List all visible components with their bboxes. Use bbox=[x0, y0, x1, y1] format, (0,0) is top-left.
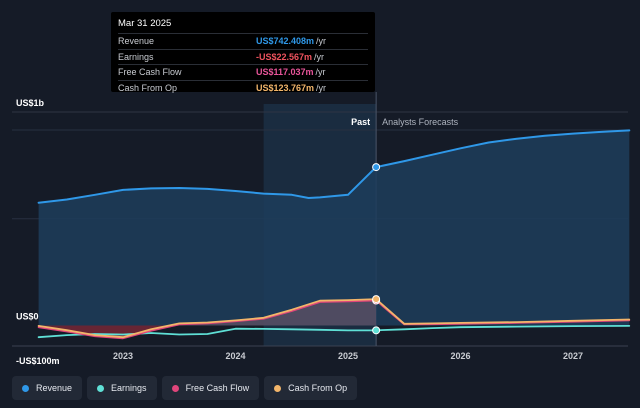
tooltip-row-cash-from-op: Cash From Op US$123.767m /yr bbox=[118, 79, 368, 96]
positive-cash-area bbox=[179, 299, 377, 326]
tooltip-label: Cash From Op bbox=[118, 82, 178, 93]
tooltip-value: US$117.037m bbox=[256, 67, 314, 77]
tooltip-row-revenue: Revenue US$742.408m /yr bbox=[118, 33, 368, 49]
past-label: Past bbox=[351, 117, 370, 127]
legend-label: Cash From Op bbox=[288, 383, 348, 393]
x-tick-label: 2026 bbox=[450, 351, 470, 361]
tooltip-unit: /yr bbox=[314, 51, 325, 62]
tooltip-label: Earnings bbox=[118, 51, 154, 62]
tooltip: Mar 31 2025 Revenue US$742.408m /yr Earn… bbox=[111, 12, 375, 93]
tooltip-date: Mar 31 2025 bbox=[118, 18, 172, 29]
legend-label: Revenue bbox=[36, 383, 73, 393]
tooltip-label: Revenue bbox=[118, 36, 155, 46]
tooltip-value: US$742.408m bbox=[256, 36, 315, 46]
cash-from-op-marker bbox=[372, 295, 381, 304]
tooltip-unit: /yr bbox=[316, 36, 327, 46]
legend-dot-icon bbox=[171, 384, 179, 392]
tooltip-value: -US$22.567m bbox=[256, 51, 313, 62]
forecast-label: Analysts Forecasts bbox=[382, 117, 459, 127]
legend-dot-icon bbox=[274, 384, 282, 392]
earnings-marker bbox=[372, 326, 381, 335]
cash-from-op-line bbox=[37, 298, 631, 339]
revenue-area bbox=[38, 130, 630, 326]
legend-item-earnings[interactable]: Earnings bbox=[87, 376, 157, 400]
revenue-marker bbox=[372, 163, 381, 172]
y-tick-label: US$1b bbox=[16, 98, 45, 108]
x-tick-label: 2027 bbox=[563, 351, 583, 361]
tooltip-unit: /yr bbox=[316, 82, 327, 93]
x-tick-label: 2023 bbox=[113, 351, 133, 361]
x-tick-label: 2024 bbox=[225, 351, 245, 361]
tooltip-unit: /yr bbox=[315, 67, 326, 77]
tooltip-value: US$123.767m bbox=[256, 82, 315, 93]
earnings-line bbox=[37, 325, 631, 339]
legend-dot-icon bbox=[22, 384, 29, 392]
chart-canvas: US$1b US$0 -US$100m Past Analysts Forecasts 2… bbox=[12, 92, 631, 366]
revenue-line bbox=[37, 129, 631, 204]
legend-item-free-cash-flow[interactable]: Free Cash Flow bbox=[161, 376, 260, 400]
y-tick-label: US$0 bbox=[16, 312, 39, 322]
legend-label: Earnings bbox=[111, 383, 147, 393]
x-tick-label: 2025 bbox=[338, 351, 358, 361]
tooltip-label: Free Cash Flow bbox=[118, 67, 182, 77]
legend-item-revenue[interactable]: Revenue bbox=[12, 376, 83, 400]
tooltip-row-free-cash-flow: Free Cash Flow US$117.037m /yr bbox=[118, 64, 368, 80]
legend-item-cash-from-op[interactable]: Cash From Op bbox=[264, 376, 358, 400]
legend-dot-icon bbox=[97, 384, 105, 392]
legend-label: Free Cash Flow bbox=[185, 383, 250, 393]
legend: Revenue Earnings Free Cash Flow Cash Fro… bbox=[12, 376, 358, 400]
tooltip-row-earnings: Earnings -US$22.567m /yr bbox=[118, 48, 368, 65]
y-tick-label: -US$100m bbox=[16, 356, 60, 366]
